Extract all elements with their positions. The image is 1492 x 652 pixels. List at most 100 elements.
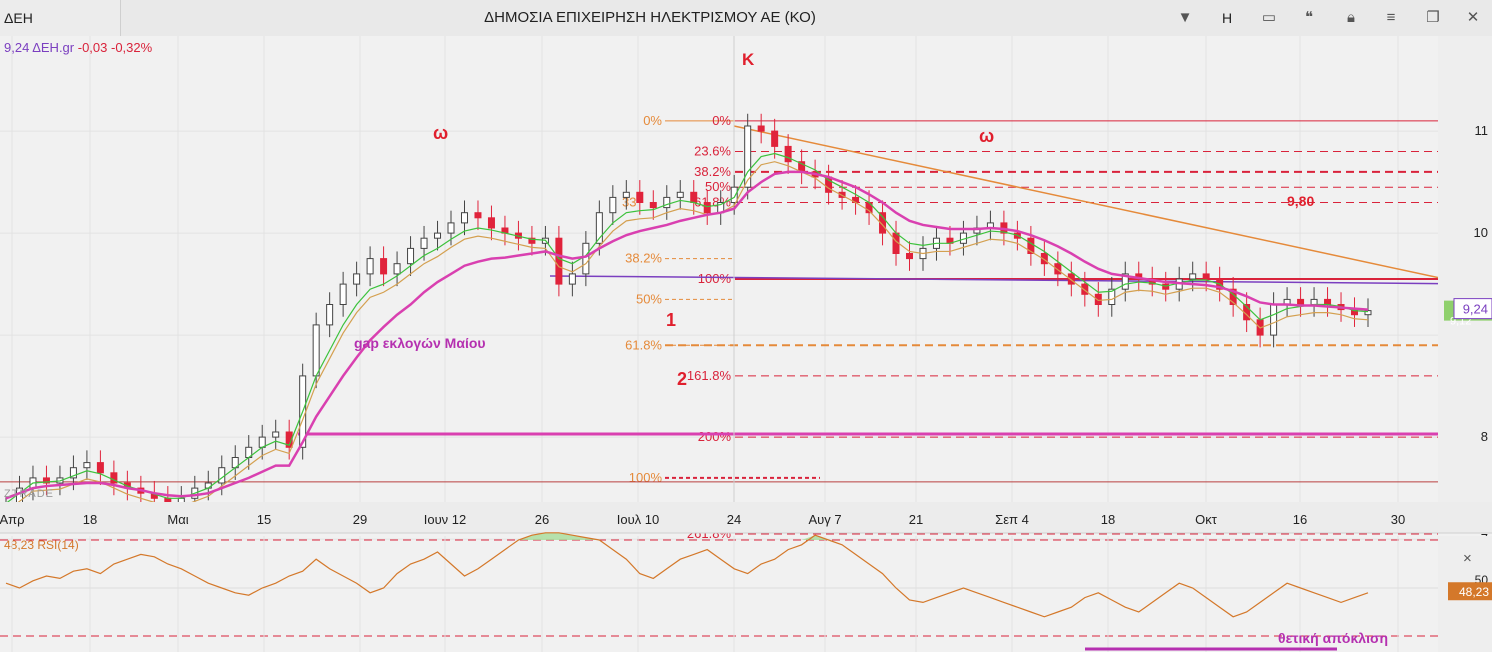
candle-body — [649, 202, 657, 209]
annotation-1: 1 — [666, 310, 676, 330]
candle-body — [460, 212, 468, 224]
candle-body — [906, 253, 914, 260]
candle-body — [636, 191, 644, 204]
candle-body — [744, 125, 752, 188]
candle-body — [582, 242, 590, 275]
last-price-label: 9,24 — [1463, 302, 1488, 317]
candle-body — [204, 482, 212, 489]
candle-body — [1121, 273, 1129, 290]
x-tick-label: 18 — [83, 512, 97, 527]
quote-icon[interactable]: ❝ — [1304, 9, 1314, 26]
annotation-omega-1: ω — [433, 123, 448, 143]
fib-label-33: 33 — [622, 195, 636, 210]
fib-left-label: 61.8% — [625, 337, 662, 352]
candle-body — [663, 196, 671, 209]
candle-body — [1324, 298, 1332, 305]
x-tick-label: Μαι — [167, 512, 188, 527]
candle-body — [730, 186, 738, 203]
rsi-line — [5, 532, 1369, 618]
fib-right-label: 100% — [698, 271, 732, 286]
candle-body — [96, 462, 104, 474]
support-line — [549, 275, 1492, 285]
candle-body — [555, 237, 563, 285]
ma-magenta-line — [5, 170, 1369, 500]
candle-body — [690, 191, 698, 204]
x-tick-label: 16 — [1293, 512, 1307, 527]
candle-body — [474, 212, 482, 219]
fib-left-label: 50% — [636, 291, 662, 306]
candle-body — [1310, 298, 1318, 305]
candle-body — [353, 273, 361, 285]
candle-body — [568, 273, 576, 285]
annotation-980: 9,80 — [1287, 193, 1314, 209]
annotation-2: 2 — [677, 369, 687, 389]
x-tick-label: 29 — [353, 512, 367, 527]
x-tick-label: 30 — [1391, 512, 1405, 527]
fib-right-label: 0% — [712, 113, 731, 128]
annotation-k: K — [742, 50, 755, 69]
candle-body — [1081, 283, 1089, 295]
rsi-annotation: θετική απόκλιση — [1278, 630, 1388, 646]
layout-icon[interactable]: ▭ — [1261, 9, 1277, 26]
annotation-gap: gap εκλογών Μαίου — [354, 335, 486, 351]
candle-body — [757, 125, 765, 132]
fib-left-label: 38.2% — [625, 251, 662, 266]
x-tick-label: Απρ — [0, 512, 25, 527]
candle-body — [407, 247, 415, 265]
candle-body — [420, 237, 428, 249]
candle-body — [1054, 263, 1062, 275]
lock-icon[interactable]: 🔒︎ — [1347, 9, 1355, 26]
candle-body — [393, 263, 401, 275]
x-tick-label: 18 — [1101, 512, 1115, 527]
x-tick-label: Σεπ 4 — [995, 512, 1029, 527]
dropdown-icon[interactable]: ▼ — [1177, 9, 1193, 26]
annotation-omega-2: ω — [979, 126, 994, 146]
menu-icon[interactable]: ≡ — [1386, 9, 1396, 26]
candle-body — [676, 191, 684, 198]
fib-right-label: 50% — [705, 179, 731, 194]
downtrend-line — [733, 125, 1492, 290]
close-icon[interactable]: ✕ — [1466, 9, 1480, 26]
symbol-label: ΔΕΗ — [4, 10, 33, 26]
candle-body — [1189, 273, 1197, 280]
restore-icon[interactable]: ❐ — [1426, 9, 1440, 26]
candle-body — [380, 258, 388, 275]
y-tick-label: 11 — [1475, 123, 1489, 138]
candle-body — [771, 130, 779, 147]
candle-body — [1094, 293, 1102, 305]
candle-body — [366, 258, 374, 275]
rsi-value-label: 48,23 — [1459, 585, 1489, 599]
watermark: ZTRADE — [4, 488, 54, 500]
fib-right-label: 200% — [698, 429, 732, 444]
fib-right-label: 161.8% — [687, 368, 732, 383]
candle-body — [218, 467, 226, 484]
candle-body — [285, 431, 293, 448]
x-tick-label: Ιουλ 10 — [617, 512, 660, 527]
candle-body — [1108, 288, 1116, 305]
symbol-input[interactable]: ΔΕΗ — [0, 0, 121, 36]
price-chart[interactable]: 0%38.2%50%61.8%100%0%23.6%38.2%50%61.8%1… — [0, 36, 1492, 652]
y-tick-label: 8 — [1481, 429, 1488, 444]
x-tick-label: 24 — [727, 512, 741, 527]
candle-body — [110, 472, 118, 484]
x-tick-label: Αυγ 7 — [808, 512, 841, 527]
candle-body — [528, 237, 536, 244]
candle-body — [83, 462, 91, 469]
candle-body — [1040, 253, 1048, 265]
x-tick-label: Οκτ — [1195, 512, 1218, 527]
last-price-badge — [1453, 298, 1492, 320]
x-tick-label: 26 — [535, 512, 549, 527]
fib-right-label: 38.2% — [694, 164, 731, 179]
window-title: ΔΗΜΟΣΙΑ ΕΠΙΧΕΙΡΗΣΗ ΗΛΕΚΤΡΙΣΜΟΥ ΑΕ (ΚΟ) — [484, 9, 816, 26]
candle-body — [1202, 273, 1210, 280]
candle-body — [312, 324, 320, 377]
ma-green-line — [5, 152, 1369, 504]
candle-body — [339, 283, 347, 306]
fib-left-label: 100% — [629, 470, 663, 485]
candle-body — [42, 477, 50, 484]
candle-body — [434, 232, 442, 239]
h-button[interactable]: H — [1221, 10, 1233, 26]
y-axis-band — [1438, 36, 1492, 502]
x-axis-band — [0, 502, 1492, 533]
fib-left-label: 0% — [643, 113, 662, 128]
